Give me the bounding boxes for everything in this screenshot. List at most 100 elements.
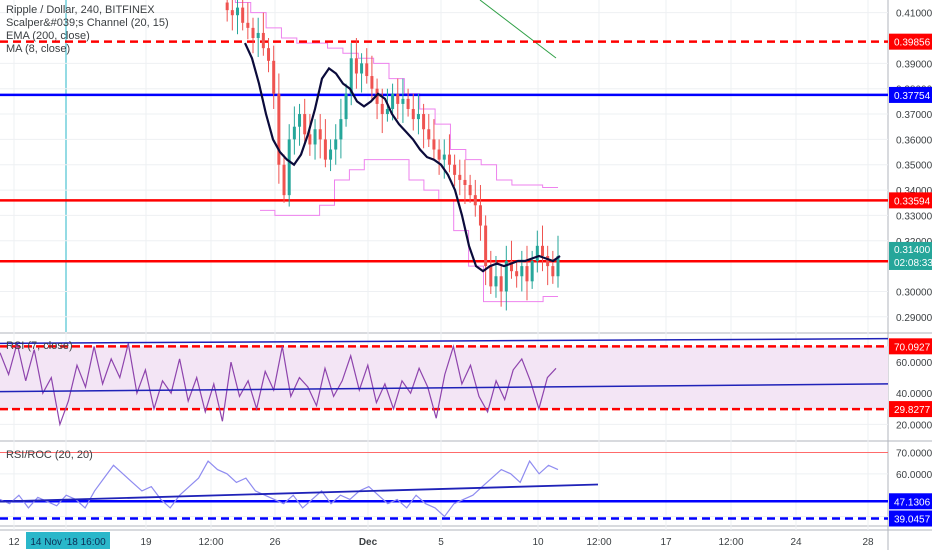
candle-body bbox=[334, 139, 338, 150]
candle-body bbox=[261, 32, 265, 49]
candle-body bbox=[339, 119, 343, 140]
candle-body bbox=[308, 134, 312, 145]
candle-body bbox=[406, 98, 410, 109]
time-tick-label: 12:00 bbox=[586, 537, 611, 548]
candle-body bbox=[329, 149, 333, 160]
rsi-pane[interactable] bbox=[0, 337, 889, 427]
rsi-level-label: 29.8277 bbox=[894, 405, 931, 416]
symbol-line[interactable]: Ripple / Dollar, 240, BITFINEX bbox=[6, 4, 155, 16]
candle-body bbox=[484, 225, 488, 267]
last-price-label: 0.31400 bbox=[894, 245, 931, 256]
candle-body bbox=[230, 10, 234, 16]
price-level-label: 0.33594 bbox=[894, 196, 931, 207]
candle-body bbox=[432, 139, 436, 150]
candle-body bbox=[478, 205, 482, 226]
candle-body bbox=[313, 129, 317, 145]
candle-body bbox=[323, 139, 327, 160]
candle-body bbox=[442, 154, 446, 160]
candle-body bbox=[499, 276, 503, 292]
roc-line bbox=[0, 459, 559, 518]
rsi-tick-label: 20.0000 bbox=[896, 420, 932, 431]
candle-body bbox=[463, 179, 467, 186]
time-tick-label: 24 bbox=[790, 537, 802, 548]
candle-body bbox=[370, 76, 374, 89]
candle-body bbox=[391, 93, 395, 109]
candle-body bbox=[427, 129, 431, 140]
channel-upper bbox=[234, 0, 558, 189]
candle-body bbox=[344, 93, 348, 120]
candle-body bbox=[556, 255, 560, 277]
price-tick-label: 0.29000 bbox=[896, 313, 932, 324]
candle-body bbox=[468, 185, 472, 196]
rsi-tick-label: 40.0000 bbox=[896, 389, 932, 400]
candle-body bbox=[447, 154, 451, 165]
price-pane[interactable] bbox=[0, 0, 888, 311]
roc-level-badge bbox=[889, 493, 932, 510]
candle-body bbox=[504, 261, 508, 292]
indicator-ema[interactable]: EMA (200, close) bbox=[6, 30, 90, 42]
candle-body bbox=[256, 32, 260, 39]
candle-body bbox=[272, 60, 276, 94]
time-axis[interactable]: 12 14 Nov '18 16:00 19 12:00 26 Dec 5 10 12:00 17… bbox=[8, 532, 874, 549]
roc-tick-label: 70.0000 bbox=[896, 449, 932, 460]
indicator-scalper[interactable]: Scalper&#039;s Channel (20, 15) bbox=[6, 17, 169, 29]
candle-body bbox=[540, 245, 544, 256]
time-tick-label: 19 bbox=[140, 537, 152, 548]
candle-body bbox=[282, 164, 286, 196]
price-tick-label: 0.37000 bbox=[896, 110, 932, 121]
candle-body bbox=[509, 261, 513, 272]
rsi-roc-pane[interactable] bbox=[0, 452, 888, 520]
price-axis[interactable]: 0.410000.390000.380000.370000.360000.350… bbox=[889, 9, 932, 527]
price-level-badge bbox=[889, 86, 932, 103]
candle-body bbox=[303, 114, 307, 135]
roc-level-label: 47.1306 bbox=[894, 497, 931, 508]
candle-body bbox=[494, 276, 498, 287]
rsi-trendline-lower bbox=[0, 383, 889, 393]
candle-body bbox=[365, 63, 369, 77]
rsi-line bbox=[0, 343, 557, 427]
candle-body bbox=[515, 271, 519, 277]
candle-body bbox=[298, 114, 302, 127]
candle-body bbox=[385, 108, 389, 115]
candle-body bbox=[354, 58, 358, 74]
last-price-badge bbox=[889, 241, 932, 270]
candle-body bbox=[241, 7, 245, 23]
time-tick-label: 17 bbox=[660, 537, 672, 548]
time-tick-label: 12:00 bbox=[718, 537, 743, 548]
candle-body bbox=[453, 164, 457, 175]
rsi-level-badge bbox=[889, 338, 932, 355]
time-tick-label: Dec bbox=[359, 537, 378, 548]
rsi-level-badge bbox=[889, 401, 932, 418]
roc-level-label: 39.0457 bbox=[894, 515, 931, 526]
ema-line bbox=[479, 0, 557, 59]
price-tick-label: 0.35000 bbox=[896, 161, 932, 172]
candle-body bbox=[267, 48, 271, 61]
indicator-ma[interactable]: MA (8, close) bbox=[6, 43, 71, 55]
price-level-badge bbox=[889, 192, 932, 209]
candle-body bbox=[246, 22, 250, 28]
time-tick-label: 12 bbox=[8, 537, 20, 548]
time-tick-label: 5 bbox=[438, 537, 444, 548]
rsi-label[interactable]: RSI (7, close) bbox=[6, 340, 73, 352]
time-tick-label: 10 bbox=[532, 537, 544, 548]
price-level-label: 0.37754 bbox=[894, 91, 931, 102]
time-tick-label: 28 bbox=[862, 537, 874, 548]
candle-body bbox=[401, 98, 405, 104]
candle-body bbox=[530, 261, 534, 282]
rsi-level-label: 70.0927 bbox=[894, 342, 931, 353]
price-level-badge bbox=[889, 33, 932, 50]
candle-body bbox=[396, 93, 400, 104]
candle-body bbox=[473, 195, 477, 206]
candle-body bbox=[236, 7, 240, 16]
candle-body bbox=[458, 174, 462, 180]
candle-body bbox=[489, 266, 493, 287]
candle-body bbox=[535, 245, 539, 262]
rsi-trendline-upper bbox=[0, 337, 889, 345]
rsi-roc-label[interactable]: RSI/ROC (20, 20) bbox=[6, 449, 93, 461]
rsi-tick-label: 60.0000 bbox=[896, 358, 932, 369]
time-tick-label: 12:00 bbox=[198, 537, 223, 548]
main-legend: Ripple / Dollar, 240, BITFINEX Scalper&#… bbox=[6, 4, 169, 56]
time-cursor-label: 14 Nov '18 16:00 bbox=[30, 537, 106, 548]
